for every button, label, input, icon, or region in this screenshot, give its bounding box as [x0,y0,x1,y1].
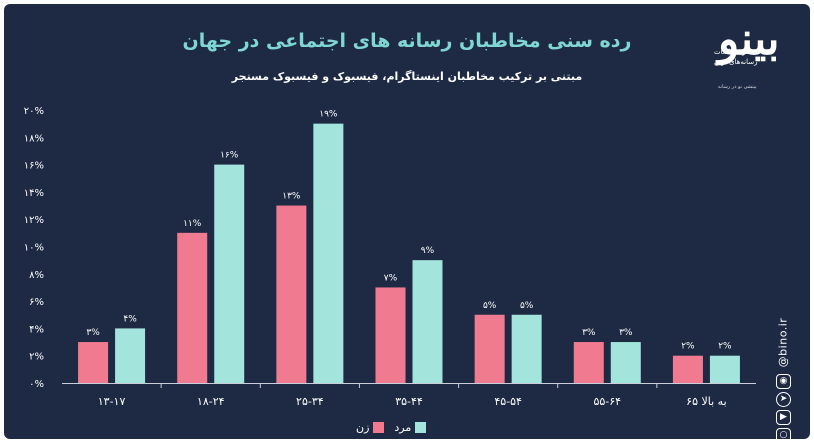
data-label-female: ۳% [582,328,596,338]
bar-female [276,205,307,383]
youtube-icon[interactable]: ▶ [776,410,791,425]
bar-male [313,123,344,384]
y-tick-label: ۲۰% [24,106,44,117]
data-label-male: ۳% [619,328,633,338]
x-tick-label: ۲۵-۳۴ [296,395,324,408]
y-tick-label: ۸% [29,270,44,281]
data-label-male: ۴% [123,314,137,324]
bar-male [214,164,245,383]
data-label-female: ۵% [483,301,497,311]
y-tick-label: ۴% [29,324,44,335]
bar-female [474,314,505,383]
legend-swatch-female [373,421,385,433]
legend: مرد زن [346,419,427,435]
x-tick-label: ۱۸-۲۴ [197,395,225,408]
web-icon[interactable]: ◉ [776,374,791,389]
legend-swatch-male [415,421,427,433]
data-label-female: ۱۳% [282,192,301,202]
y-tick-label: ۱۲% [24,215,44,226]
data-label-male: ۲% [718,342,732,352]
bar-male [115,328,146,383]
x-tick-label: ۴۵-۵۴ [494,395,522,408]
telegram-icon[interactable]: ➤ [776,392,791,407]
social-sidebar: @bino.ir ◉ ➤ ▶ ○ [772,300,796,443]
x-tick-label: ۶۵ به بالا [686,395,726,408]
logo-mark: بینو [718,14,780,65]
data-label-female: ۷% [384,273,398,283]
bar-male [610,342,641,383]
y-tick-label: ۱۸% [24,133,44,144]
bino-logo: بینو دفتر مطالعات رسانه‌های نوین بینشی ن… [712,14,792,94]
legend-label-female: زن [356,420,370,434]
x-tick-label: ۳۵-۴۴ [395,395,423,408]
legend-item-female: زن [356,420,385,434]
bars: ۳% ۴% ۱۱% ۱۶% ۱۳% ۱۹% ۷% ۹% ۵% ۵% ۳% ۳% ۲% ۲% [78,110,740,384]
data-label-female: ۱۱% [183,219,202,229]
chart-title: رده سنی مخاطبان رسانه های اجتماعی در جها… [182,30,632,52]
data-label-male: ۱۶% [220,151,239,161]
x-axis: ۱۳-۱۷ ۱۸-۲۴ ۲۵-۳۴ ۳۵-۴۴ ۴۵-۵۴ ۵۵-۶۴ ۶۵ به بالا [62,383,756,408]
data-label-female: ۳% [86,328,100,338]
data-label-female: ۲% [681,342,695,352]
chart-subtitle: مبتنی بر ترکیب مخاطبان اینستاگرام، فیسبو… [231,70,583,83]
y-tick-label: ۰% [29,379,44,390]
bar-male [709,355,740,383]
bar-male [511,314,542,383]
y-tick-label: ۱۶% [24,161,44,172]
x-tick-label: ۵۵-۶۴ [593,395,621,408]
y-axis: ۰% ۲% ۴% ۶% ۸% ۱۰% ۱۲% ۱۴% ۱۶% ۱۸% ۲۰% [24,106,44,390]
logo-line-2: رسانه‌های نوین [714,58,758,66]
y-tick-label: ۶% [29,297,44,308]
data-label-male: ۹% [421,246,435,256]
bar-female [672,355,703,383]
y-tick-label: ۱۰% [24,243,44,254]
data-label-male: ۵% [520,301,534,311]
x-tick-label: ۱۳-۱۷ [98,395,126,408]
bar-female [78,342,109,383]
bar-female [375,287,406,383]
bar-female [177,232,208,383]
y-tick-label: ۱۴% [24,188,44,199]
legend-item-male: مرد [394,420,427,434]
bar-female [573,342,604,383]
logo-line-1: دفتر مطالعات [714,48,755,56]
bar-male [412,260,443,383]
legend-label-male: مرد [394,420,412,434]
logo-tagline: بینشی نو در رسانه [718,84,757,90]
y-tick-label: ۲% [29,352,44,363]
data-label-male: ۱۹% [319,110,338,120]
